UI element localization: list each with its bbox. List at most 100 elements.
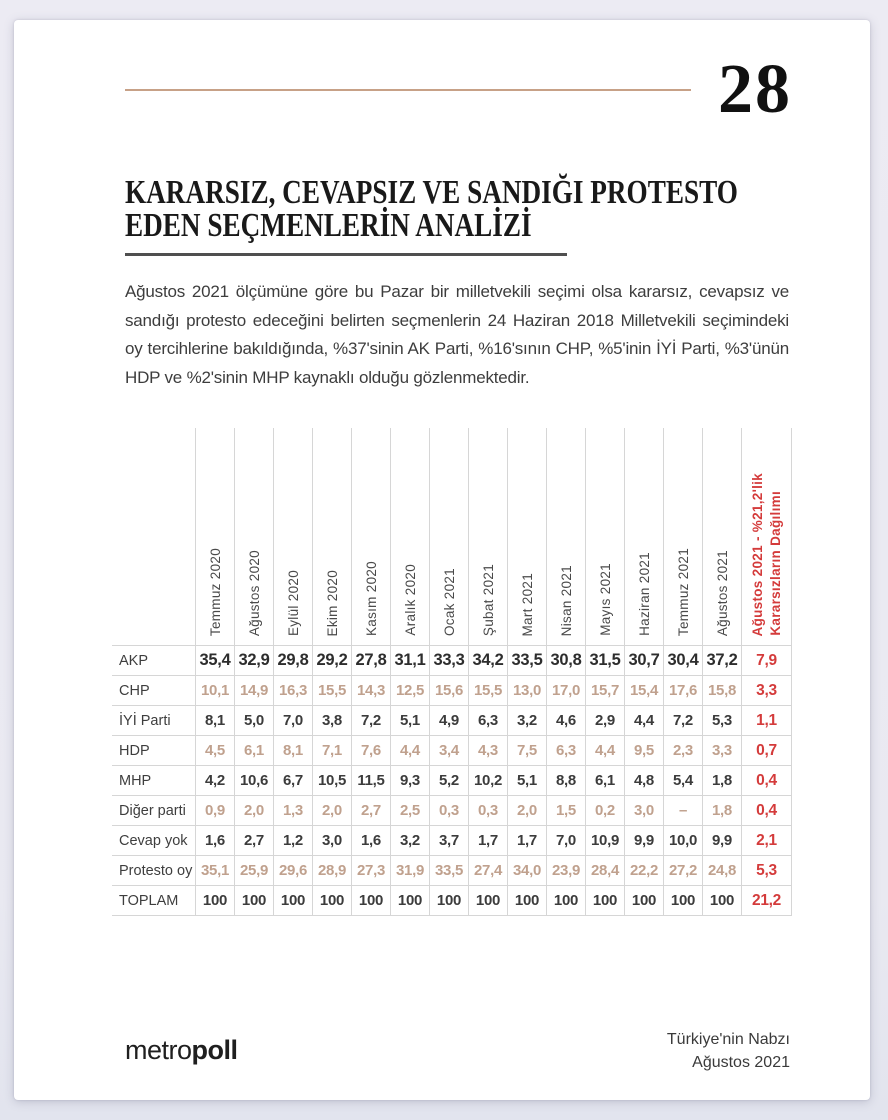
month-header-label: Ağustos 2020 [246,549,262,636]
table-cell: 3,7 [429,826,468,856]
month-header: Ekim 2020 [312,428,351,646]
table-cell: 9,5 [624,736,663,766]
table-cell: 4,6 [546,706,585,736]
month-header: Nisan 2021 [546,428,585,646]
intro-paragraph: Ağustos 2021 ölçümüne göre bu Pazar bir … [125,282,789,387]
table-cell: 100 [273,886,312,916]
table-cell: 30,8 [546,646,585,676]
table-cell: 7,0 [273,706,312,736]
month-header-label: Ekim 2020 [324,569,340,636]
red-column-cell: 2,1 [741,826,792,856]
table-cell: 3,8 [312,706,351,736]
table-cell: 0,9 [195,796,234,826]
table-cell: 4,4 [585,736,624,766]
logo-metro: metro [125,1035,192,1065]
table-cell: 100 [429,886,468,916]
table-cell: 15,5 [468,676,507,706]
table-cell: 29,8 [273,646,312,676]
month-header: Mayıs 2021 [585,428,624,646]
table-cell: 100 [585,886,624,916]
logo-poll: poll [191,1035,239,1065]
table-cell: 27,3 [351,856,390,886]
table-cell: 1,6 [195,826,234,856]
table-cell: 4,3 [468,736,507,766]
table-cell: 29,2 [312,646,351,676]
table-cell: 100 [312,886,351,916]
title-underline [125,253,567,256]
table-corner [112,428,195,646]
table-cell: 15,4 [624,676,663,706]
table-cell: 1,8 [702,796,741,826]
table-cell: 27,2 [663,856,702,886]
row-label: TOPLAM [112,886,195,916]
month-header-label: Ağustos 2021 [714,549,730,636]
results-table: Temmuz 2020 Ağustos 2020 Eylül 2020 Ekim 20… [112,428,792,916]
table-cell: 3,4 [429,736,468,766]
table-cell: 17,0 [546,676,585,706]
table-cell: 4,4 [624,706,663,736]
table-cell: 10,1 [195,676,234,706]
month-header-label: Haziran 2021 [636,552,652,636]
table-cell: 0,2 [585,796,624,826]
table-cell: 31,9 [390,856,429,886]
table-cell: 15,5 [312,676,351,706]
table-cell: 23,9 [546,856,585,886]
red-column-cell: 21,2 [741,886,792,916]
row-label: MHP [112,766,195,796]
table-cell: 4,2 [195,766,234,796]
month-header-label: Temmuz 2021 [675,547,691,636]
table-cell: 4,8 [624,766,663,796]
month-header-label: Temmuz 2020 [207,547,223,636]
red-column-cell: 0,7 [741,736,792,766]
month-header: Temmuz 2021 [663,428,702,646]
table-cell: 29,6 [273,856,312,886]
table-cell: 8,1 [273,736,312,766]
table-cell: 10,9 [585,826,624,856]
table-cell: 7,0 [546,826,585,856]
table-cell: 100 [351,886,390,916]
table-cell: 33,3 [429,646,468,676]
report-page: 28 KARARSIZ, CEVAPSIZ VE SANDIĞI PROTEST… [14,20,870,1100]
table-cell: 3,0 [312,826,351,856]
table-cell: 10,2 [468,766,507,796]
row-label: AKP [112,646,195,676]
month-header: Aralık 2020 [390,428,429,646]
table-cell: 7,2 [663,706,702,736]
table-cell: 14,3 [351,676,390,706]
table-cell: 3,3 [702,736,741,766]
month-header-label: Mart 2021 [519,572,535,636]
table-cell: 100 [390,886,429,916]
table-cell: 7,2 [351,706,390,736]
table-cell: 6,3 [546,736,585,766]
table-cell: 10,5 [312,766,351,796]
table-cell: 2,0 [234,796,273,826]
table-cell: 13,0 [507,676,546,706]
row-label: Cevap yok [112,826,195,856]
month-header: Kasım 2020 [351,428,390,646]
table-cell: 4,9 [429,706,468,736]
table-cell: 30,4 [663,646,702,676]
table-cell: 35,1 [195,856,234,886]
table-cell: 1,7 [468,826,507,856]
table-cell: 15,7 [585,676,624,706]
table-cell: 1,8 [702,766,741,796]
table-cell: 100 [546,886,585,916]
row-label: CHP [112,676,195,706]
month-header-label: Nisan 2021 [558,564,574,636]
page-title-line1: KARARSIZ, CEVAPSIZ VE SANDIĞI PROTESTO [125,174,738,211]
table-cell: 7,6 [351,736,390,766]
table-cell: 9,3 [390,766,429,796]
table-cell: 37,2 [702,646,741,676]
table-cell: 5,3 [702,706,741,736]
table-cell: 0,3 [468,796,507,826]
month-header: Eylül 2020 [273,428,312,646]
row-label: HDP [112,736,195,766]
red-column-cell: 7,9 [741,646,792,676]
month-header-label: Mayıs 2021 [597,563,613,636]
table-cell: 6,3 [468,706,507,736]
page-title: KARARSIZ, CEVAPSIZ VE SANDIĞI PROTESTO E… [125,176,888,256]
table-cell: 5,0 [234,706,273,736]
table-cell: 30,7 [624,646,663,676]
table-cell: 1,5 [546,796,585,826]
table-cell: 31,5 [585,646,624,676]
